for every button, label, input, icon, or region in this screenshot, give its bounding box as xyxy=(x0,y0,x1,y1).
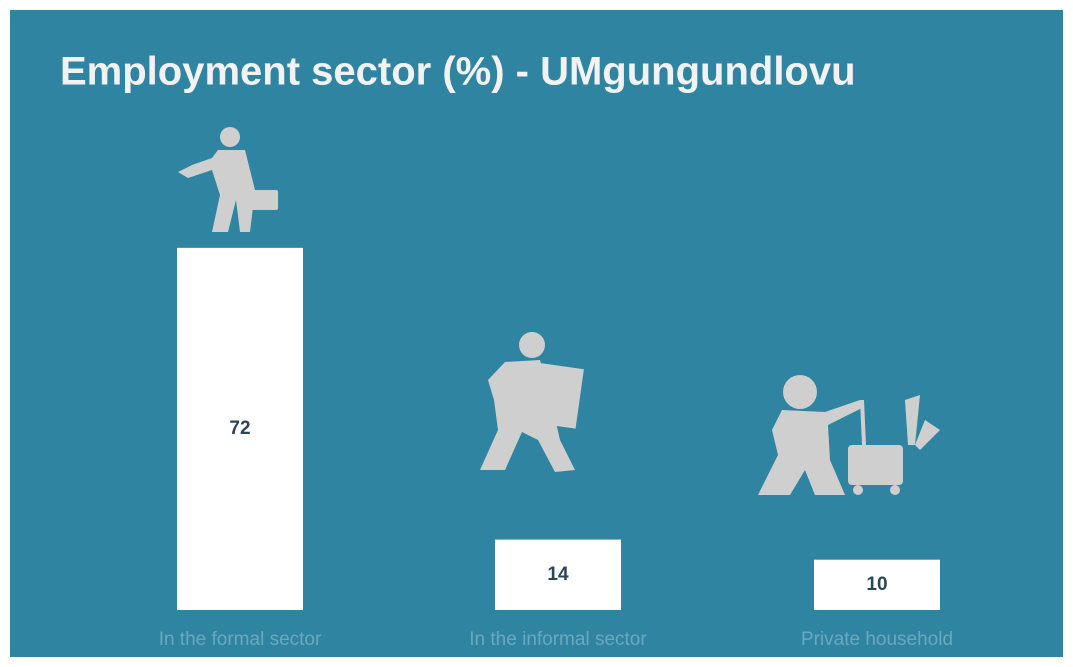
icon-businessman xyxy=(178,127,278,232)
bar xyxy=(177,247,303,610)
category-label: Private household xyxy=(801,629,953,650)
value-label: 14 xyxy=(547,564,569,585)
chart-title: Employment sector (%) - UMgungundlovu xyxy=(60,50,856,94)
icon-housekeeper xyxy=(758,375,940,495)
icon-porter xyxy=(480,332,584,472)
category-label: In the informal sector xyxy=(469,629,647,650)
value-label: 10 xyxy=(866,574,887,595)
bar xyxy=(495,539,621,610)
value-label: 72 xyxy=(229,418,250,439)
category-label: In the formal sector xyxy=(159,629,322,650)
bar xyxy=(814,559,940,610)
